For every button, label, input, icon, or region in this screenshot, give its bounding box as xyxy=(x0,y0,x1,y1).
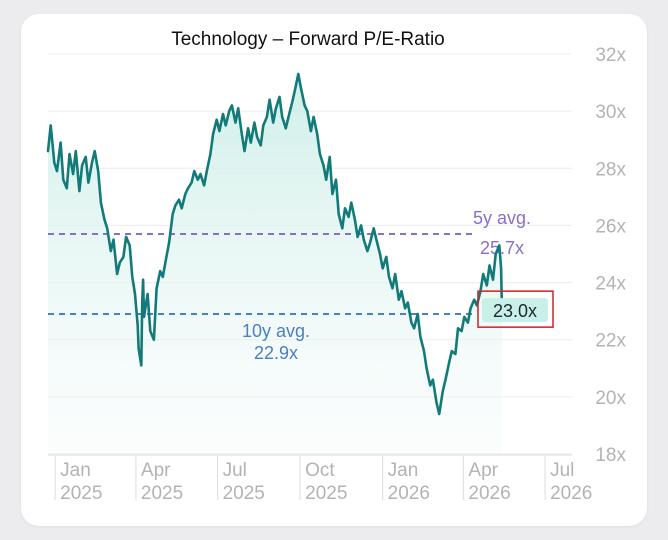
last-value-label: 23.0x xyxy=(493,301,537,321)
avg-5y-label: 5y avg. xyxy=(473,208,531,228)
x-tick-year: 2026 xyxy=(550,483,592,504)
x-tick-month: Jan xyxy=(60,460,91,481)
x-tick-month: Jul xyxy=(223,460,247,481)
y-tick-label: 20x xyxy=(595,388,626,409)
chart-title: Technology – Forward P/E-Ratio xyxy=(171,29,445,50)
x-tick-month: Apr xyxy=(468,460,498,481)
y-tick-label: 28x xyxy=(595,159,626,180)
area-fill xyxy=(48,74,502,454)
x-tick-year: 2025 xyxy=(60,483,102,504)
avg-10y-label: 10y avg. xyxy=(242,321,310,341)
y-tick-label: 24x xyxy=(595,274,626,295)
x-tick-month: Apr xyxy=(141,460,171,481)
x-axis: Jan2025Apr2025Jul2025Oct2025Jan2026Apr20… xyxy=(48,454,592,504)
avg-10y-value: 22.9x xyxy=(254,343,298,363)
last-value-marker: 23.0x xyxy=(477,290,554,328)
y-tick-label: 18x xyxy=(595,445,626,466)
x-tick-month: Jul xyxy=(550,460,574,481)
series-line xyxy=(46,72,504,416)
y-axis: 32x 30x 28x 26x 24x 22x 20x 18x xyxy=(595,45,626,466)
x-tick-month: Jan xyxy=(388,460,419,481)
y-tick-label: 32x xyxy=(595,45,626,66)
last-value-badge xyxy=(482,298,548,323)
x-tick-year: 2025 xyxy=(141,483,183,504)
x-tick-year: 2025 xyxy=(305,483,347,504)
y-tick-label: 22x xyxy=(595,331,626,352)
x-tick-year: 2026 xyxy=(388,483,430,504)
x-tick-year: 2025 xyxy=(223,483,265,504)
last-value-highlight xyxy=(477,290,554,328)
avg-5y-value: 25.7x xyxy=(480,238,524,258)
x-tick-year: 2026 xyxy=(468,483,510,504)
reference-lines: 5y avg. 25.7x 10y avg.22.9x xyxy=(48,208,531,363)
y-tick-label: 30x xyxy=(595,102,626,123)
x-tick-month: Oct xyxy=(305,460,335,481)
y-tick-label: 26x xyxy=(595,216,626,237)
